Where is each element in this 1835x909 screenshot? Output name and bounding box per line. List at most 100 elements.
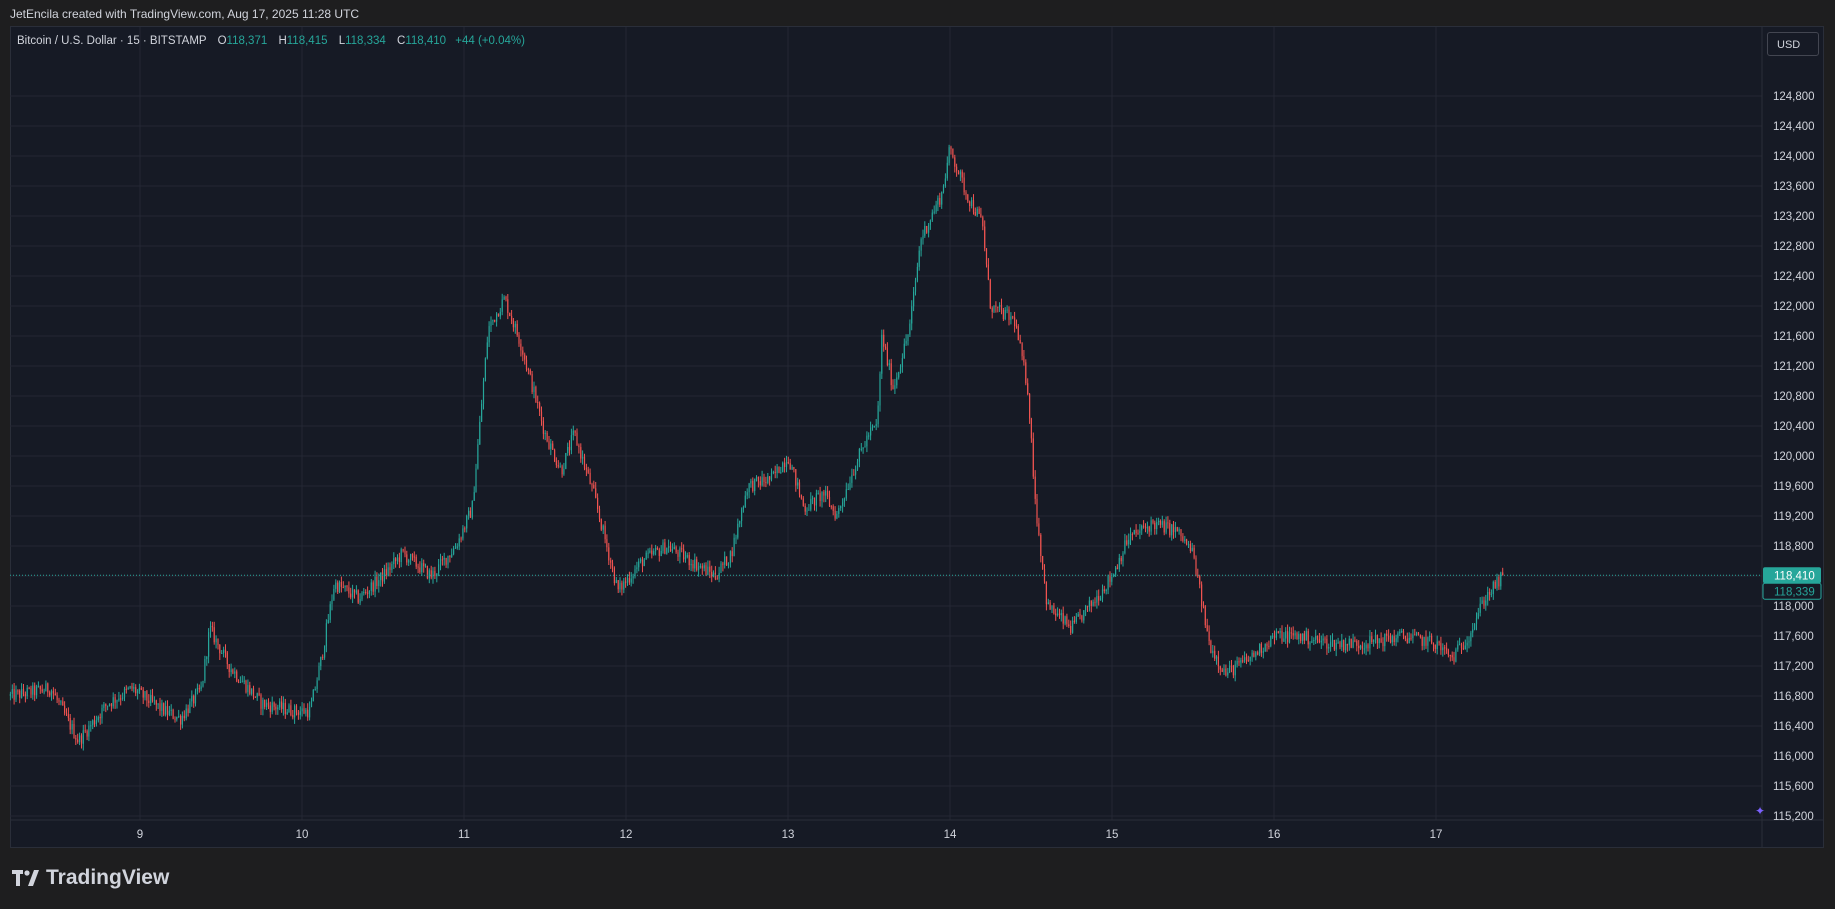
- candle-body: [1008, 309, 1010, 320]
- candle-body: [1305, 631, 1307, 641]
- candle-body: [39, 686, 41, 690]
- candle-body: [1083, 610, 1085, 621]
- candle-body: [359, 599, 361, 603]
- candle-body: [426, 566, 428, 579]
- candle-body: [1402, 630, 1405, 636]
- candle-body: [180, 716, 182, 725]
- candle-body: [533, 386, 535, 392]
- candle-body: [1019, 340, 1021, 344]
- candle-body: [185, 708, 187, 719]
- candle-body: [565, 453, 567, 469]
- candle-body: [170, 709, 172, 711]
- candle-body: [1047, 602, 1049, 605]
- candle-body: [722, 563, 724, 565]
- candle-body: [797, 482, 799, 486]
- candle-body: [252, 688, 255, 697]
- candle-body: [1191, 547, 1193, 551]
- candle-body: [1316, 636, 1319, 639]
- candle-body: [941, 191, 943, 205]
- candle-body: [1234, 664, 1236, 676]
- candle-body: [1331, 639, 1334, 642]
- candle-body: [903, 343, 905, 359]
- candle-body: [372, 582, 374, 592]
- candle-body: [1365, 644, 1367, 649]
- candle-body: [813, 497, 816, 506]
- currency-button[interactable]: USD: [1767, 32, 1819, 56]
- candle-body: [608, 547, 610, 561]
- candle-body: [1272, 635, 1274, 637]
- candle-body: [1296, 633, 1298, 639]
- candle-body: [1397, 633, 1399, 639]
- candle-body: [271, 702, 273, 712]
- candle-body: [582, 456, 584, 459]
- candle-body: [819, 493, 821, 501]
- candle-body: [1115, 567, 1117, 575]
- candle-body: [1348, 638, 1350, 646]
- candle-body: [172, 709, 174, 719]
- candle-body: [324, 646, 326, 658]
- candle-body: [150, 694, 152, 703]
- candle-body: [527, 369, 529, 370]
- candle-body: [1027, 383, 1029, 394]
- candle-body: [1345, 644, 1347, 651]
- candle-body: [626, 577, 629, 583]
- candle-body: [928, 224, 930, 233]
- candle-body: [1485, 600, 1487, 606]
- candle-body: [208, 632, 210, 657]
- candle-body: [1423, 637, 1425, 646]
- candle-body: [404, 550, 406, 555]
- candle-body: [1051, 605, 1053, 610]
- candle-body: [1086, 605, 1089, 608]
- candle-body: [711, 571, 713, 577]
- candle-body: [808, 509, 810, 511]
- candle-body: [266, 702, 268, 707]
- candle-body: [181, 715, 183, 725]
- candle-body: [415, 556, 417, 567]
- candle-body: [295, 705, 298, 713]
- candle-body: [56, 695, 58, 700]
- candle-body: [1225, 668, 1227, 676]
- candle-body: [615, 580, 617, 583]
- candle-body: [1350, 638, 1352, 648]
- candle-body: [1447, 650, 1449, 656]
- candle-body: [174, 718, 176, 720]
- candle-body: [1313, 640, 1315, 642]
- candle-body: [37, 686, 39, 688]
- candle-body: [352, 589, 354, 598]
- y-tick-label: 121,600: [1773, 331, 1815, 343]
- candle-body: [1249, 656, 1251, 662]
- candle-body: [892, 385, 894, 390]
- candle-body: [525, 359, 528, 369]
- chart-pane[interactable]: [10, 26, 1824, 848]
- candle-body: [557, 465, 559, 467]
- candle-body: [1487, 592, 1489, 601]
- candle-body: [1477, 612, 1479, 619]
- candle-body: [851, 474, 853, 483]
- candle-body: [1064, 616, 1066, 624]
- candle-body: [993, 305, 995, 312]
- candle-body: [327, 619, 329, 624]
- candle-body: [662, 542, 664, 551]
- candle-body: [561, 466, 563, 475]
- candle-body: [1116, 567, 1118, 570]
- candle-body: [1154, 522, 1156, 529]
- candle-body: [1139, 530, 1141, 534]
- candle-body: [776, 466, 778, 473]
- candles: [9, 144, 1504, 751]
- candle-body: [166, 706, 169, 715]
- candle-body: [226, 652, 228, 665]
- candle-body: [9, 693, 11, 696]
- candle-body: [24, 694, 26, 697]
- candle-body: [410, 554, 412, 561]
- candle-body: [67, 714, 69, 718]
- candle-body: [1103, 589, 1105, 592]
- candle-body: [88, 725, 90, 737]
- candle-body: [542, 421, 544, 434]
- candle-body: [669, 546, 672, 552]
- high-value: 118,415: [286, 35, 328, 47]
- candle-body: [1148, 526, 1150, 532]
- candle-body: [275, 706, 277, 710]
- candle-body: [383, 569, 385, 582]
- candle-body: [1165, 522, 1167, 533]
